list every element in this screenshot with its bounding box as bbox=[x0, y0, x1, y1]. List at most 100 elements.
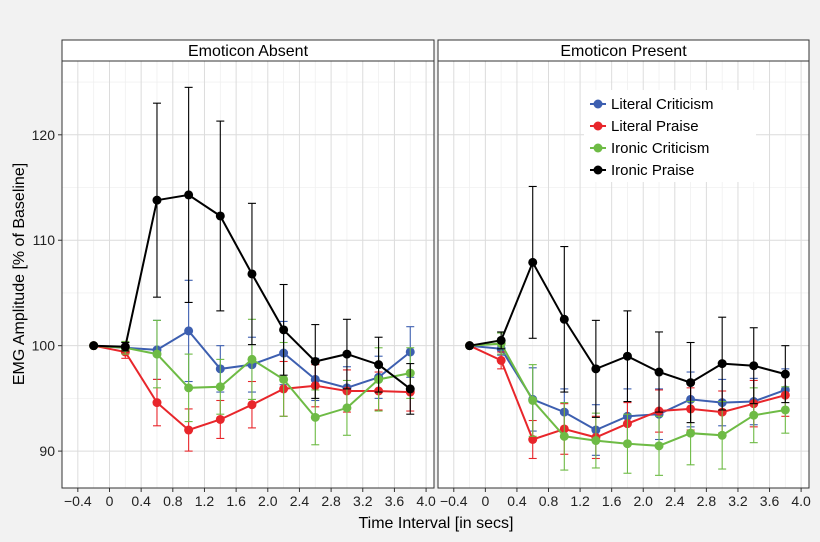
legend-key-point bbox=[593, 121, 603, 131]
data-point bbox=[749, 361, 759, 371]
x-tick-label: 2.8 bbox=[321, 493, 341, 509]
legend-label: Ironic Praise bbox=[611, 162, 694, 179]
data-point bbox=[184, 425, 194, 435]
data-point bbox=[374, 360, 384, 370]
panel-emoticon-absent: Emoticon Absent −0.4 0 0.4 0.8 1.2 1.6 2.0 2.4 2… bbox=[61, 39, 436, 509]
x-tick-label: 2.4 bbox=[290, 493, 310, 509]
legend-label: Literal Criticism bbox=[611, 96, 714, 113]
data-point bbox=[559, 431, 569, 441]
data-point bbox=[528, 435, 538, 445]
data-point bbox=[342, 403, 352, 413]
data-point bbox=[405, 384, 415, 394]
y-axis-ticks: 90 100 110 120 bbox=[32, 127, 62, 459]
y-tick-label: 100 bbox=[32, 338, 56, 354]
gridlines bbox=[62, 61, 434, 488]
data-point bbox=[496, 355, 506, 365]
data-point bbox=[152, 349, 162, 359]
x-tick-label: 2.8 bbox=[697, 493, 717, 509]
y-axis-title: EMG Amplitude [% of Baseline] bbox=[11, 163, 28, 385]
x-tick-label: 4.0 bbox=[791, 493, 811, 509]
data-point bbox=[184, 383, 194, 393]
x-tick-label: 3.6 bbox=[760, 493, 780, 509]
data-point bbox=[780, 369, 790, 379]
legend-item-literal-praise: Literal Praise bbox=[590, 118, 699, 135]
data-point bbox=[310, 356, 320, 366]
legend-key-point bbox=[593, 143, 603, 153]
data-point bbox=[780, 405, 790, 415]
data-point bbox=[686, 428, 696, 438]
data-point bbox=[528, 395, 538, 405]
data-point bbox=[528, 257, 538, 267]
x-tick-label: 0.4 bbox=[507, 493, 527, 509]
data-point bbox=[622, 351, 632, 361]
data-point bbox=[717, 359, 727, 369]
data-point bbox=[152, 398, 162, 408]
data-point bbox=[247, 354, 257, 364]
legend-key-point bbox=[593, 99, 603, 109]
data-point bbox=[496, 335, 506, 345]
x-tick-label: 1.6 bbox=[226, 493, 246, 509]
data-point bbox=[686, 378, 696, 388]
data-point bbox=[717, 430, 727, 440]
plot-border bbox=[437, 60, 810, 489]
x-tick-label: −0.4 bbox=[64, 493, 92, 509]
x-tick-label: 0 bbox=[481, 493, 489, 509]
panel-title-emoticon-present: Emoticon Present bbox=[560, 43, 687, 60]
data-point bbox=[342, 349, 352, 359]
panel-title-emoticon-absent: Emoticon Absent bbox=[188, 43, 309, 60]
legend: Literal Criticism Literal Praise Ironic Cr… bbox=[584, 90, 756, 182]
data-point bbox=[591, 436, 601, 446]
legend-key-point bbox=[593, 165, 603, 175]
data-point bbox=[247, 400, 257, 410]
data-point bbox=[654, 441, 664, 451]
series-marks bbox=[465, 185, 790, 476]
series-ironic-praise bbox=[465, 185, 790, 424]
data-point bbox=[622, 439, 632, 449]
y-tick-label: 110 bbox=[33, 232, 56, 248]
data-point bbox=[215, 414, 225, 424]
x-axis-ticks: −0.4 0 0.4 0.8 1.2 1.6 2.0 2.4 2.8 3.2 3.6 4.0 bbox=[440, 488, 811, 509]
x-tick-label: −0.4 bbox=[440, 493, 468, 509]
data-point bbox=[591, 364, 601, 374]
data-point bbox=[279, 325, 289, 335]
x-tick-label: 1.2 bbox=[195, 493, 215, 509]
legend-item-ironic-criticism: Ironic Criticism bbox=[590, 140, 709, 157]
data-point bbox=[247, 269, 257, 279]
data-point bbox=[749, 410, 759, 420]
legend-label: Literal Praise bbox=[611, 118, 699, 135]
x-tick-label: 1.2 bbox=[570, 493, 590, 509]
x-tick-label: 0.4 bbox=[131, 493, 151, 509]
legend-item-ironic-praise: Ironic Praise bbox=[590, 162, 694, 179]
y-tick-label: 90 bbox=[39, 443, 55, 459]
data-point bbox=[215, 382, 225, 392]
series-marks bbox=[89, 86, 415, 452]
x-tick-label: 0 bbox=[106, 493, 114, 509]
data-point bbox=[465, 341, 475, 351]
data-point bbox=[152, 195, 162, 205]
data-point bbox=[184, 190, 194, 200]
x-tick-label: 3.2 bbox=[728, 493, 748, 509]
data-point bbox=[279, 374, 289, 384]
data-point bbox=[215, 211, 225, 221]
x-tick-label: 2.4 bbox=[665, 493, 685, 509]
data-point bbox=[89, 341, 99, 351]
series-ironic-praise bbox=[89, 86, 415, 415]
data-point bbox=[310, 412, 320, 422]
x-tick-label: 0.8 bbox=[539, 493, 559, 509]
x-tick-label: 3.6 bbox=[385, 493, 405, 509]
x-tick-label: 1.6 bbox=[602, 493, 622, 509]
data-point bbox=[120, 342, 130, 352]
legend-background bbox=[584, 90, 756, 182]
legend-label: Ironic Criticism bbox=[611, 140, 709, 157]
data-point bbox=[184, 326, 194, 336]
data-point bbox=[559, 314, 569, 324]
x-tick-label: 2.0 bbox=[633, 493, 653, 509]
x-tick-label: 2.0 bbox=[258, 493, 278, 509]
legend-item-literal-criticism: Literal Criticism bbox=[590, 96, 714, 113]
y-tick-label: 120 bbox=[32, 127, 56, 143]
data-point bbox=[654, 367, 664, 377]
plot-border bbox=[61, 60, 435, 489]
x-axis-ticks: −0.4 0 0.4 0.8 1.2 1.6 2.0 2.4 2.8 3.2 3.6 4.0 bbox=[64, 488, 436, 509]
x-tick-label: 3.2 bbox=[353, 493, 373, 509]
